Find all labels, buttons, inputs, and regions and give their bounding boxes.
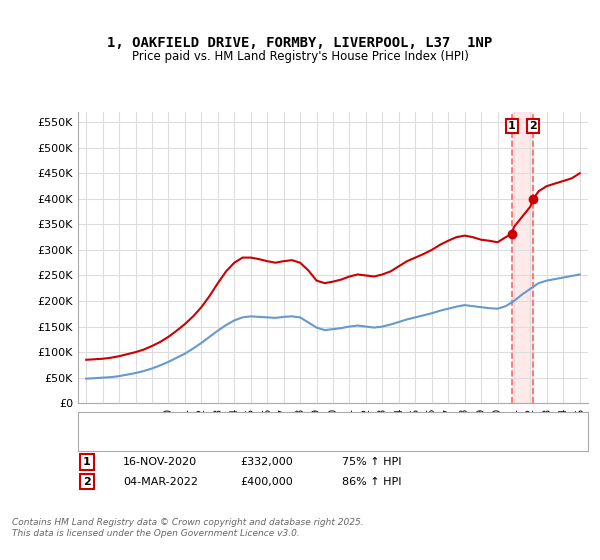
Text: £400,000: £400,000 [240,477,293,487]
Bar [512,112,533,403]
Text: 16-NOV-2020: 16-NOV-2020 [123,457,197,467]
Text: Price paid vs. HM Land Registry's House Price Index (HPI): Price paid vs. HM Land Registry's House … [131,50,469,63]
Text: ——: —— [93,415,118,428]
Text: 1, OAKFIELD DRIVE, FORMBY, LIVERPOOL, L37  1NP: 1, OAKFIELD DRIVE, FORMBY, LIVERPOOL, L3… [107,36,493,50]
Text: 86% ↑ HPI: 86% ↑ HPI [342,477,401,487]
Text: 2: 2 [529,121,537,130]
Text: £332,000: £332,000 [240,457,293,467]
Text: 04-MAR-2022: 04-MAR-2022 [123,477,198,487]
Text: 1: 1 [508,121,516,130]
Text: 1, OAKFIELD DRIVE, FORMBY, LIVERPOOL, L37 1NP (semi-detached house): 1, OAKFIELD DRIVE, FORMBY, LIVERPOOL, L3… [114,417,500,427]
Text: 75% ↑ HPI: 75% ↑ HPI [342,457,401,467]
Text: Contains HM Land Registry data © Crown copyright and database right 2025.
This d: Contains HM Land Registry data © Crown c… [12,518,364,538]
Text: 2: 2 [83,477,91,487]
Text: 1: 1 [83,457,91,467]
Text: ——: —— [93,432,118,445]
Text: HPI: Average price, semi-detached house, Sefton: HPI: Average price, semi-detached house,… [114,433,370,444]
